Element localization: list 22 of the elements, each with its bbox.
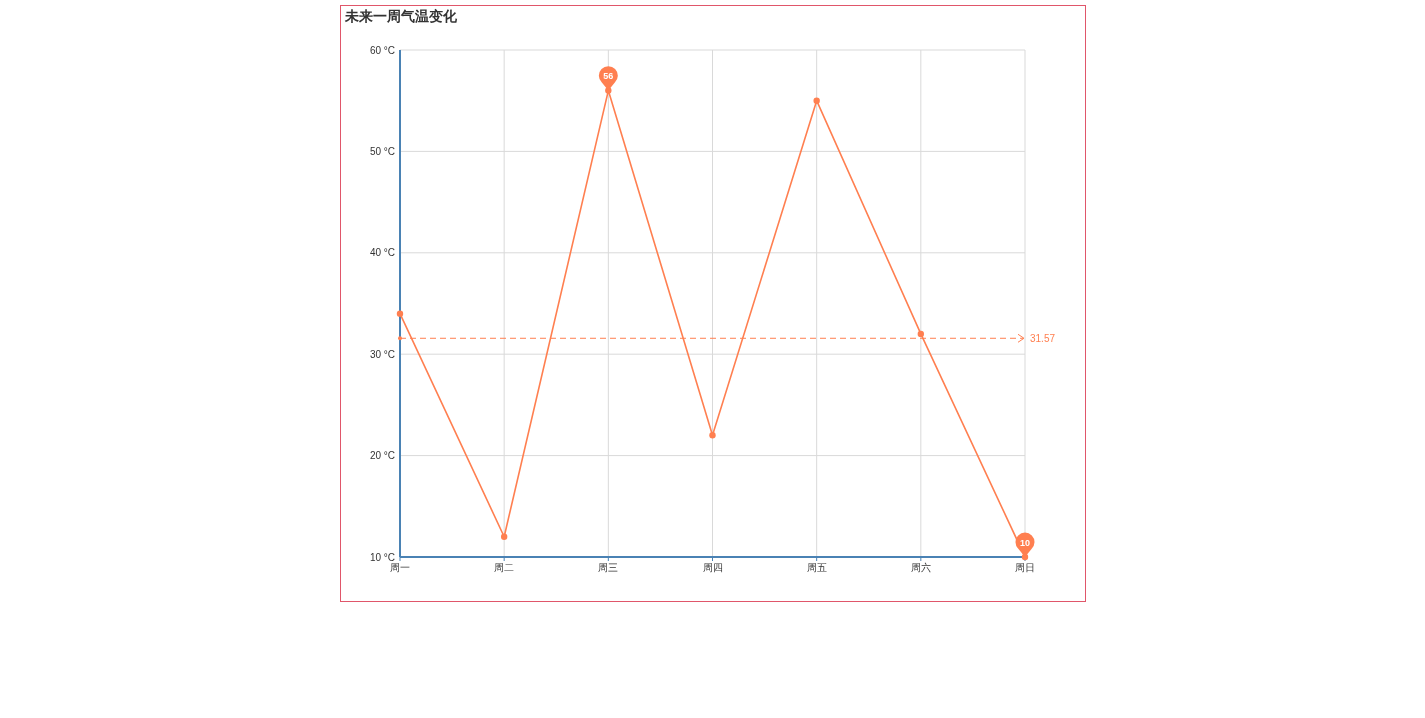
- y-tick-label: 40 °C: [369, 247, 395, 259]
- point: [709, 432, 716, 439]
- point: [396, 310, 404, 317]
- x-tick-label: 周日: [1015, 562, 1035, 573]
- y-tick-label: 60 °C: [369, 44, 395, 56]
- annotation: 10: [1019, 537, 1031, 548]
- x-tick-label: 周一: [390, 562, 410, 573]
- point: [500, 533, 508, 540]
- chart-title: 未来一周气温变化: [344, 8, 458, 24]
- x-tick-label: 周四: [702, 562, 723, 573]
- x-tick-label: 周三: [598, 562, 619, 573]
- y-tick-label: 50 °C: [369, 145, 395, 157]
- x-tick-label: 周二: [494, 562, 515, 573]
- y-tick-label: 10 °C: [369, 551, 395, 563]
- y-tick-label: 20 °C: [369, 450, 395, 462]
- point: [917, 330, 925, 338]
- y-tick-label: 30 °C: [369, 348, 395, 360]
- point: [813, 97, 820, 104]
- x-tick-label: 周五: [806, 562, 827, 573]
- annotation: 56: [603, 71, 614, 82]
- x-tick-label: 周六: [910, 562, 931, 573]
- ref-line-label: 31.57: [1030, 332, 1056, 344]
